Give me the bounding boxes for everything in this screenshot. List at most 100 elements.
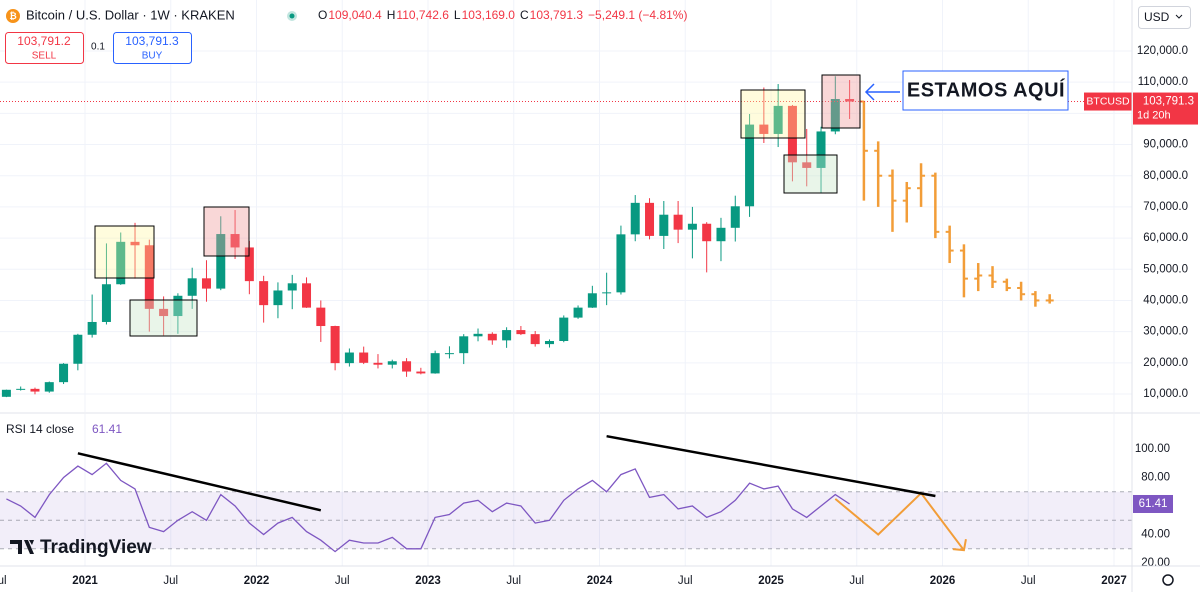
chevron (1175, 14, 1183, 19)
y-tick-label: 10,000.0 (1143, 388, 1188, 400)
x-tick-label: Jul (163, 575, 178, 587)
ohlc-key: O (318, 8, 327, 22)
logo-mark (10, 540, 34, 554)
candle-body (573, 307, 583, 318)
box (783, 154, 838, 194)
rsi-current: 61.41 (92, 422, 122, 436)
candle-body (487, 333, 497, 341)
ohlc-change: −5,249.1 (−4.81%) (588, 8, 687, 22)
candle-body (702, 223, 712, 242)
candle-body (173, 295, 183, 317)
candle-body (444, 353, 454, 355)
currency: USD (1144, 10, 1170, 24)
candle-body (101, 284, 111, 322)
y-tick-label: 80.00 (1141, 472, 1170, 484)
candle-body (430, 353, 440, 374)
box (129, 299, 198, 337)
candle-body (745, 124, 755, 207)
y-tick-label: 120,000.0 (1137, 45, 1188, 57)
candle-body (359, 352, 369, 363)
x-tick-label: 2027 (1101, 575, 1127, 587)
x-tick-label: Jul (335, 575, 350, 587)
candle-body (730, 206, 740, 228)
x-tick-label: Jul (678, 575, 693, 587)
candle-body (416, 371, 426, 374)
box (94, 225, 155, 279)
sell-button[interactable] (5, 32, 84, 64)
coin-glyph: ₿ (9, 11, 16, 21)
candle-body (116, 241, 126, 285)
x-tick-label: 2026 (930, 575, 956, 587)
candle-body (16, 388, 26, 390)
y-tick-label: 30,000.0 (1143, 326, 1188, 338)
sell-label: SELL (32, 51, 57, 62)
y-tick-label: 100.00 (1135, 443, 1170, 455)
x-tick-label: 2022 (244, 575, 270, 587)
ohlc: O 109,040.4 H 110,742.6 L 103,169.0 C 103,791.3… (318, 8, 687, 22)
candle-body (159, 308, 169, 317)
candle-body (130, 241, 140, 246)
candle-body (402, 361, 412, 372)
candle-body (302, 283, 312, 308)
candle-body (787, 105, 797, 163)
candle-body (616, 234, 626, 293)
candle-body (187, 278, 197, 296)
status-dot (289, 13, 295, 19)
trendline (606, 434, 936, 498)
candle-body (759, 124, 769, 134)
candle-body (44, 382, 54, 392)
y-tick-label: 40.00 (1141, 529, 1170, 541)
x-tick-label: 2023 (415, 575, 441, 587)
candle-body (544, 340, 554, 345)
ohlc-key: L (454, 8, 461, 22)
candle-body (73, 334, 83, 364)
y-tick-label: 110,000.0 (1138, 76, 1188, 88)
y-tick-label: 20,000.0 (1143, 357, 1188, 369)
symbol-label: BTCUSD (1086, 95, 1130, 107)
settings-icon[interactable] (1162, 574, 1174, 586)
candle-body (330, 326, 340, 364)
candle-body (659, 214, 669, 236)
candle-body (1, 389, 11, 397)
callout-arrow (864, 83, 900, 101)
y-tick-label: 50,000.0 (1143, 263, 1188, 275)
y-tick-label: 40,000.0 (1143, 294, 1188, 306)
box (821, 74, 861, 129)
ohlc-key: C (520, 8, 529, 22)
ohlc-value: 110,742.6 (396, 8, 449, 22)
candle-body (259, 281, 269, 306)
candle-body (830, 99, 840, 132)
callout-box (902, 70, 1069, 111)
x-tick-label: Jul (1021, 575, 1036, 587)
trendline (77, 452, 322, 512)
candle-body (316, 307, 326, 327)
price-pane (0, 0, 1132, 412)
candle-body (645, 202, 655, 236)
x-tick-label: 2021 (72, 575, 98, 587)
axes: 10,000.0 20,000.0 30,000.0 40,000.0 50,000.0… (0, 45, 1198, 587)
sell-price: 103,791.2 (17, 34, 71, 48)
candle-body (773, 105, 783, 134)
coin-icon (6, 9, 20, 23)
rsi-projection (834, 491, 965, 551)
candle-body (87, 321, 97, 335)
rsi-line (6, 462, 850, 553)
candle-body (845, 99, 855, 102)
candle-body (687, 223, 697, 230)
candle-body (802, 162, 812, 168)
x-tick-label: Jul (506, 575, 521, 587)
candle-body (273, 290, 283, 306)
y-tick-label: 70,000.0 (1143, 201, 1188, 213)
buy-label: BUY (142, 51, 163, 62)
candle-body (559, 317, 569, 341)
x-tick-label: Jul (0, 575, 7, 587)
candle-body (387, 361, 397, 365)
x-tick-label: Jul (849, 575, 864, 587)
symbol-badge (1084, 92, 1132, 111)
buy-button[interactable] (113, 32, 192, 64)
currency-button[interactable] (1138, 6, 1191, 29)
price-label: 103,791.3 (1143, 96, 1194, 108)
projection-arrowhead (952, 538, 967, 552)
